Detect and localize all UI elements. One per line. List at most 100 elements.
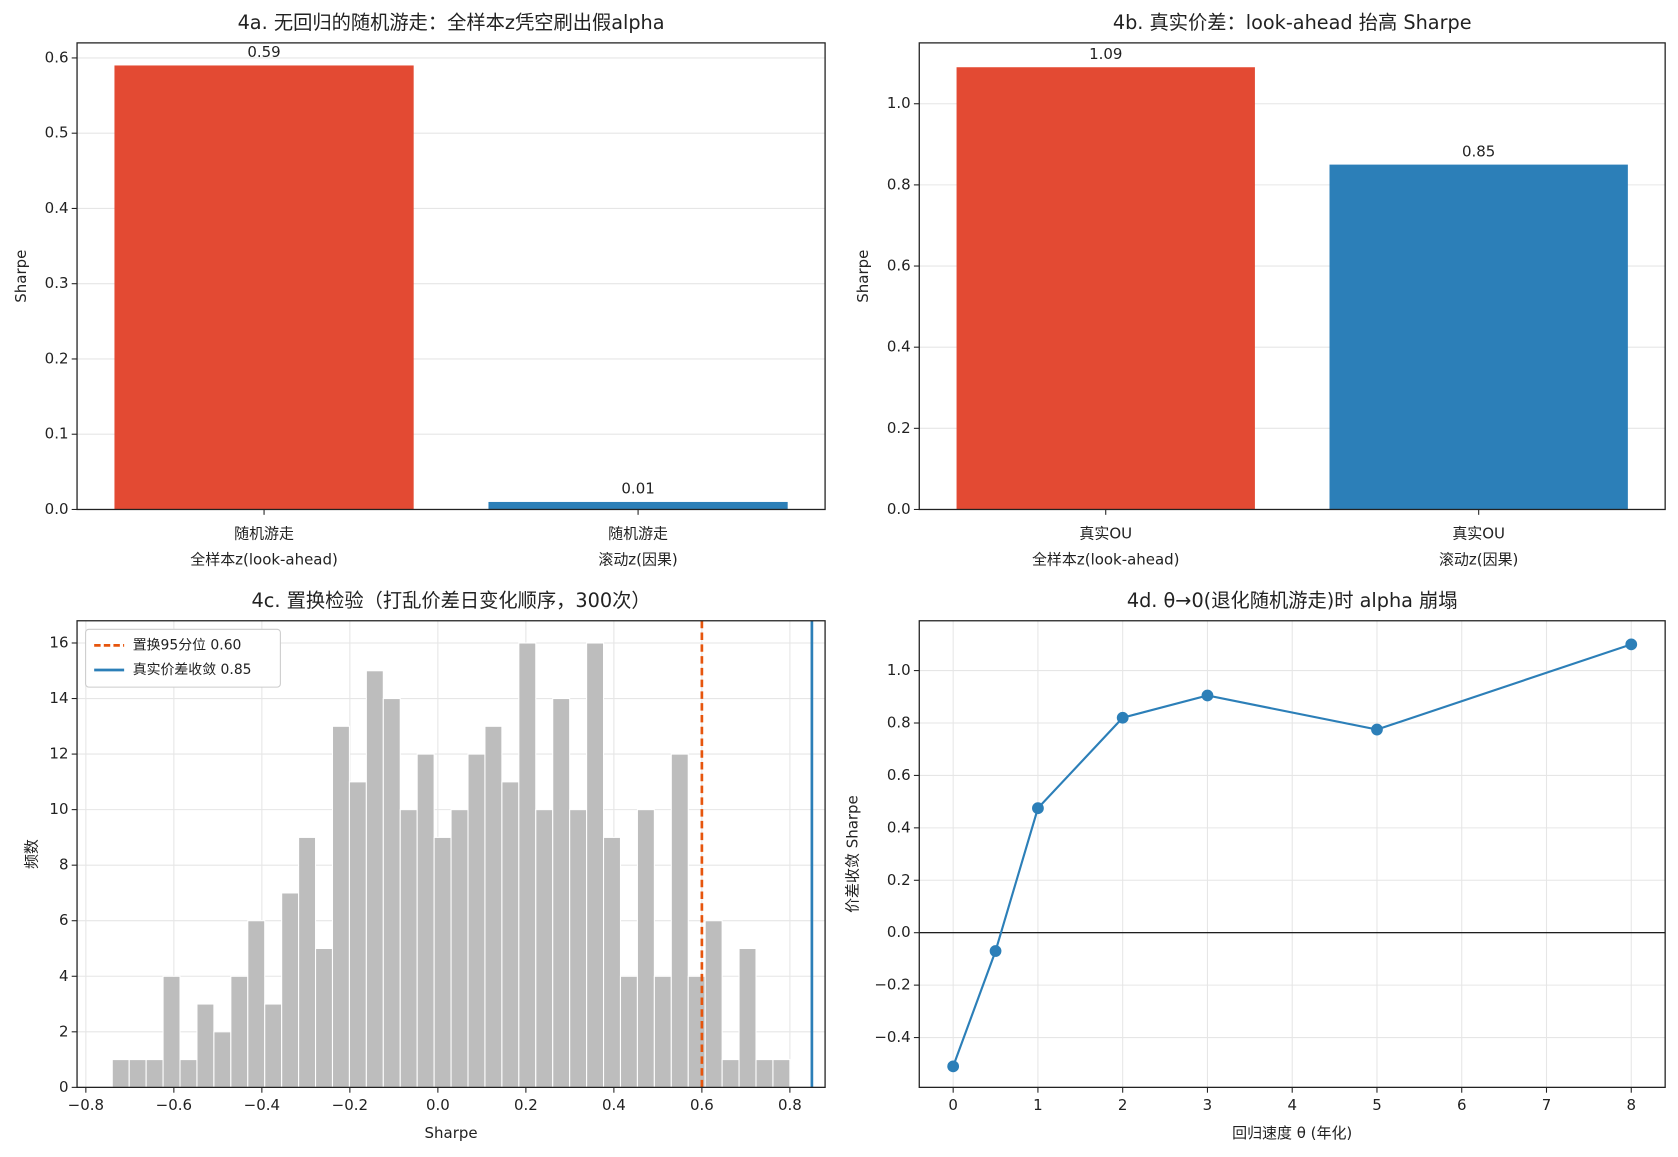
x-tick-label: 0.6 — [690, 1096, 714, 1114]
histogram-bar — [772, 1059, 791, 1088]
x-tick-label: 0.8 — [778, 1096, 802, 1114]
value-label: 0.85 — [1462, 142, 1495, 160]
y-tick-label: 10 — [49, 800, 68, 818]
marker — [1625, 638, 1638, 651]
subplot: −0.4 −0.2 0.0 0.2 0.4 0.6 0.8 1.0 0 1 2 3 4 5 6 7 8 4d. θ… — [843, 589, 1666, 1142]
x-axis-label: 回归速度 θ (年化) — [1232, 1124, 1352, 1142]
plot-frame — [918, 620, 1666, 1088]
x-tick-label: 4 — [1287, 1096, 1297, 1114]
y-tick-label: 0.2 — [887, 871, 911, 889]
y-tick-label: 0.2 — [887, 419, 911, 437]
histogram-bar — [162, 975, 181, 1088]
histogram-bar — [331, 725, 350, 1088]
histogram-bar — [230, 975, 249, 1088]
marker — [947, 1060, 960, 1073]
x-tick-label: 真实OU — [1079, 525, 1132, 543]
y-tick-label: 16 — [49, 633, 68, 651]
plot-frame — [918, 42, 1666, 511]
value-label: 1.09 — [1089, 45, 1122, 63]
histogram-bar — [399, 809, 418, 1088]
histogram-bar — [484, 725, 503, 1088]
y-tick-label: 0.2 — [45, 349, 69, 367]
marker — [1032, 802, 1044, 815]
y-tick-label: −0.4 — [874, 1028, 910, 1046]
y-tick-label: 14 — [49, 689, 68, 707]
y-tick-label: 0.4 — [887, 338, 911, 356]
histogram-bar — [264, 1003, 283, 1088]
x-tick-label: 8 — [1626, 1096, 1636, 1114]
y-tick-label: 0.6 — [45, 48, 69, 66]
histogram-bar — [653, 975, 672, 1088]
histogram-bar — [382, 698, 401, 1088]
y-tick-label: 2 — [59, 1022, 69, 1040]
y-axis-label: Sharpe — [12, 250, 30, 303]
y-tick-label: 12 — [49, 745, 68, 763]
y-tick-label: 0.4 — [887, 818, 911, 836]
y-tick-label: 1.0 — [887, 94, 911, 112]
bar — [1329, 164, 1628, 510]
histogram-bar — [247, 920, 266, 1088]
histogram-bar — [433, 836, 452, 1088]
y-tick-label: 0.8 — [887, 714, 911, 732]
bar — [114, 65, 414, 510]
x-axis-label: Sharpe — [425, 1124, 478, 1142]
x-tick-label: 全样本z(look-ahead) — [190, 550, 338, 568]
histogram-bar — [552, 698, 571, 1088]
marker — [989, 945, 1002, 957]
histogram-bar — [315, 947, 334, 1088]
histogram-bar — [636, 809, 655, 1088]
x-tick-label: 0.4 — [602, 1096, 626, 1114]
histogram-bar — [704, 920, 723, 1088]
histogram-bar — [196, 1003, 215, 1088]
y-tick-label: 0.1 — [45, 425, 69, 443]
histogram-bar — [145, 1059, 164, 1088]
y-tick-label: 0.0 — [887, 500, 911, 518]
marker — [1116, 711, 1129, 724]
marker — [1201, 689, 1214, 702]
x-tick-label: 7 — [1542, 1096, 1552, 1114]
histogram-bar — [467, 753, 486, 1088]
histogram-bar — [416, 753, 435, 1088]
legend-box — [85, 628, 281, 688]
histogram-bar — [603, 836, 622, 1088]
y-axis-label: 价差收敛 Sharpe — [843, 795, 861, 913]
y-axis-label: 频数 — [23, 839, 41, 869]
subplot: 0 2 4 6 8 10 12 14 16 −0.8 −0.6 −0.4 −0.2 0.0 0.2 0.4 0.… — [23, 589, 826, 1142]
legend-label: 真实价差收敛 0.85 — [133, 662, 252, 678]
x-tick-label: 6 — [1457, 1096, 1467, 1114]
x-tick-label: −0.6 — [156, 1096, 192, 1114]
bar — [488, 501, 788, 510]
y-tick-label: 6 — [59, 911, 69, 929]
histogram-bar — [179, 1059, 198, 1088]
x-tick-label: −0.4 — [244, 1096, 280, 1114]
x-tick-label: −0.8 — [68, 1096, 104, 1114]
histogram-bar — [619, 975, 638, 1088]
subplot: 0.0 0.2 0.4 0.6 0.8 1.0 1.09 真实OU 全样本z(look-ahea… — [854, 11, 1666, 568]
y-tick-label: 0.8 — [887, 175, 911, 193]
x-tick-label: 1 — [1033, 1096, 1043, 1114]
y-tick-label: 0.0 — [887, 923, 911, 941]
histogram-bar — [501, 781, 520, 1088]
y-tick-label: 4 — [59, 967, 69, 985]
chart-title: 4c. 置换检验（打乱价差日变化顺序，300次） — [252, 589, 651, 612]
histogram-bar — [670, 753, 689, 1088]
subplot: 0.0 0.1 0.2 0.3 0.4 0.5 0.6 0.59 随机游走全样本z(look-a… — [12, 11, 826, 568]
x-tick-label: 0.2 — [514, 1096, 538, 1114]
x-tick-label: −0.2 — [332, 1096, 368, 1114]
histogram-bar — [738, 947, 757, 1088]
chart-title: 4a. 无回归的随机游走：全样本z凭空刷出假alpha — [238, 11, 665, 34]
y-tick-label: 0 — [59, 1078, 69, 1096]
histogram-bar — [569, 809, 588, 1088]
x-tick-label: 0.0 — [426, 1096, 450, 1114]
legend-label: 置换95分位 0.60 — [133, 636, 242, 653]
x-tick-label: 2 — [1118, 1096, 1128, 1114]
plot-frame — [76, 620, 826, 1088]
histogram-bar — [721, 1059, 740, 1088]
y-tick-label: 1.0 — [887, 661, 911, 679]
histogram-bar — [450, 809, 469, 1088]
y-tick-label: 0.6 — [887, 257, 911, 275]
chart-title: 4b. 真实价差：look-ahead 抬高 Sharpe — [1113, 11, 1472, 34]
x-tick-label: 随机游走 — [234, 525, 294, 543]
